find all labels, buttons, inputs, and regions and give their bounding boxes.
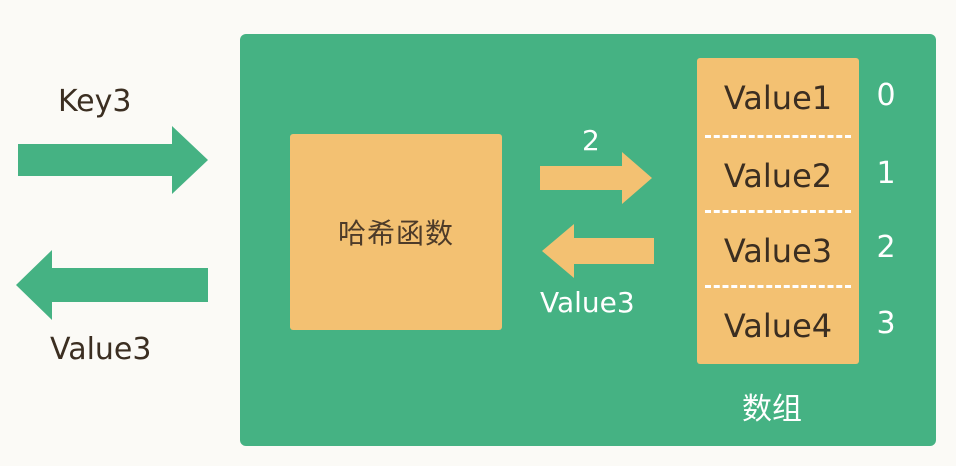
array-cell-value: Value4 xyxy=(723,307,833,345)
array-cell-0: Value1 xyxy=(697,60,859,136)
return-value-label: Value3 xyxy=(540,286,635,319)
array-cell-value: Value1 xyxy=(723,79,833,117)
input-arrow-right xyxy=(18,126,208,194)
array-cell-value: Value3 xyxy=(723,232,833,270)
index-arrow-right xyxy=(540,152,652,204)
hash-function-label: 哈希函数 xyxy=(337,217,454,250)
array-divider xyxy=(705,210,851,213)
array-box: Value1 Value2 Value3 Value4 xyxy=(697,58,859,364)
array-divider xyxy=(705,135,851,138)
array-index-3: 3 xyxy=(876,306,896,341)
input-key-label: Key3 xyxy=(58,84,132,119)
output-arrow-left xyxy=(16,250,208,320)
array-cell-value: Value2 xyxy=(723,157,833,195)
hash-function-box: 哈希函数 xyxy=(290,134,502,330)
array-index-0: 0 xyxy=(876,78,896,113)
index-label: 2 xyxy=(582,124,600,157)
array-divider xyxy=(705,285,851,288)
array-cell-2: Value3 xyxy=(697,213,859,289)
array-caption: 数组 xyxy=(742,392,802,427)
array-index-1: 1 xyxy=(876,156,896,191)
output-value-label: Value3 xyxy=(50,332,152,367)
array-index-2: 2 xyxy=(876,230,896,265)
array-cell-1: Value2 xyxy=(697,138,859,214)
array-cell-3: Value4 xyxy=(697,288,859,364)
return-arrow-left xyxy=(542,224,654,278)
